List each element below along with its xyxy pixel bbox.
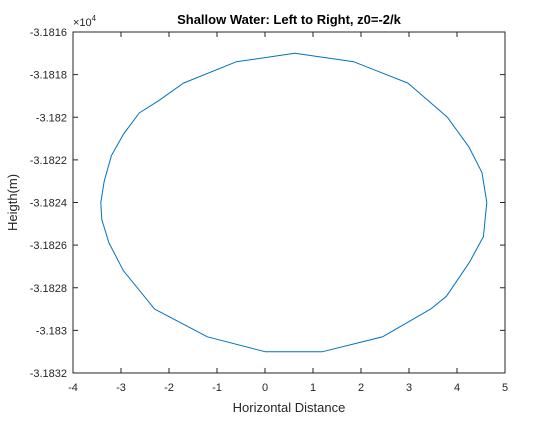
y-axis-exponent: ×104 [73, 14, 97, 29]
y-tick-label: -3.1824 [30, 198, 67, 210]
x-tick-label: -3 [116, 382, 126, 394]
y-tick-label: -3.1828 [30, 283, 67, 295]
y-tick-label: -3.1826 [30, 240, 67, 252]
chart-title: Shallow Water: Left to Right, z0=-2/k [177, 12, 402, 27]
x-tick-label: -1 [212, 382, 222, 394]
axes [72, 31, 506, 374]
y-tick-label: -3.183 [36, 325, 67, 337]
x-tick-label: -4 [68, 382, 78, 394]
x-tick-label: 4 [454, 382, 460, 394]
x-tick-label: 3 [406, 382, 412, 394]
plot-area-frame [72, 31, 506, 374]
y-axis-ticks: -3.1816 -3.1818 -3.182 -3.1822 -3.1824 -3.182… [30, 27, 505, 380]
y-tick-label: -3.1816 [30, 27, 67, 39]
series-group [100, 52, 488, 353]
y-tick-label: -3.1822 [30, 155, 67, 167]
y-axis-exponent-base: ×10 [73, 17, 92, 29]
y-tick-label: -3.1832 [30, 368, 67, 380]
y-tick-label: -3.182 [36, 112, 67, 124]
x-axis-ticks: -4 -3 -2 -1 0 1 2 3 4 5 [68, 32, 508, 394]
series-line [100, 52, 488, 353]
y-axis-exponent-power: 4 [92, 14, 97, 23]
x-tick-label: 5 [502, 382, 508, 394]
x-tick-label: 1 [310, 382, 316, 394]
x-axis-label: Horizontal Distance [233, 400, 346, 415]
x-tick-label: 2 [358, 382, 364, 394]
y-tick-label: -3.1818 [30, 70, 67, 82]
y-axis-label: Heigth(m) [5, 174, 20, 231]
x-tick-label: -2 [164, 382, 174, 394]
x-tick-label: 0 [262, 382, 268, 394]
